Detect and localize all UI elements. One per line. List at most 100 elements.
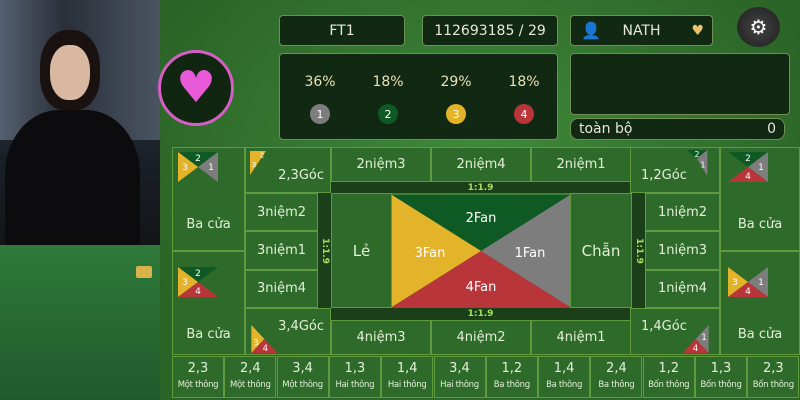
camera-icon[interactable] bbox=[136, 266, 152, 278]
fan-1-area[interactable] bbox=[481, 195, 570, 307]
two-point-cell[interactable]: 2niệm3 bbox=[331, 147, 431, 182]
combo-type: Một thông bbox=[177, 380, 219, 390]
ba-cua-cell-label: Ba cửa bbox=[737, 217, 783, 232]
fan-2-label: 2Fan bbox=[466, 211, 497, 226]
one-point-cell[interactable]: 1niệm2 bbox=[645, 193, 720, 232]
three-point-cell[interactable]: 3niệm1 bbox=[245, 231, 318, 270]
three-door-icon: 214 bbox=[728, 152, 768, 182]
fan-4-area[interactable] bbox=[392, 251, 570, 307]
fan-4-triangle bbox=[251, 339, 278, 353]
ba-cua-cell-label: Ba cửa bbox=[186, 217, 231, 232]
combo-bet-cell[interactable]: 2,3 Bốn thông bbox=[747, 356, 800, 398]
four-point-cell[interactable]: 4niệm3 bbox=[331, 320, 431, 355]
user-panel: 👤 NATH ♥ bbox=[570, 15, 713, 46]
fan-number: 1 bbox=[758, 278, 764, 288]
odd-cell-label: Lẻ bbox=[352, 241, 371, 260]
three-door-icon: 234 bbox=[178, 267, 218, 297]
corner-icon: 32 bbox=[250, 150, 266, 175]
combo-numbers: 2,3 bbox=[187, 361, 209, 376]
username: NATH bbox=[622, 22, 661, 39]
stat-number-chip: 3 bbox=[446, 104, 466, 124]
favorite-button[interactable]: ♥ bbox=[158, 50, 234, 126]
settings-button[interactable]: ⚙ bbox=[737, 7, 780, 47]
stat-percent: 18% bbox=[508, 74, 540, 90]
even-cell[interactable]: Chẵn bbox=[570, 193, 632, 308]
combo-bet-cell[interactable]: 1,2 Bốn thông bbox=[642, 356, 695, 398]
combo-type: Một thông bbox=[230, 380, 271, 390]
odds-label: 1:1.9 bbox=[467, 309, 494, 319]
combo-numbers: 3,4 bbox=[449, 361, 470, 376]
odds-bar: 1:1.9 bbox=[632, 193, 645, 308]
settings-coins-icon: ⚙ bbox=[749, 15, 768, 39]
fan-3-area[interactable] bbox=[392, 195, 481, 307]
round-id: 112693185 / 29 bbox=[422, 15, 558, 46]
fan-4-label: 4Fan bbox=[466, 280, 497, 295]
three-point-cell[interactable]: 3niệm4 bbox=[245, 269, 318, 308]
fan-number: 4 bbox=[693, 343, 698, 353]
combo-type: Một thông bbox=[282, 380, 323, 390]
three-door-icon: 1 34 bbox=[728, 267, 768, 297]
fan-number: 2 bbox=[195, 154, 201, 164]
fan-1-label: 1Fan bbox=[515, 246, 546, 261]
one-point-cell[interactable]: 1niệm3 bbox=[645, 231, 720, 270]
combo-bet-cell[interactable]: 1,4 Hai thông bbox=[381, 356, 434, 398]
one-point-cell[interactable]: 1niệm4 bbox=[645, 269, 720, 308]
user-icon: 👤 bbox=[581, 21, 601, 40]
combo-bet-cell[interactable]: 1,3 Hai thông bbox=[328, 356, 381, 398]
fan-1-triangle bbox=[748, 267, 768, 297]
odds-bar: 1:1.9 bbox=[331, 308, 630, 320]
odd-cell[interactable]: Lẻ bbox=[331, 193, 392, 308]
combo-bet-cell[interactable]: 2,4 Ba thông bbox=[590, 356, 643, 398]
two-point-cell[interactable]: 2niệm4 bbox=[431, 147, 531, 182]
fan-1-triangle bbox=[695, 325, 709, 353]
combo-bet-cell[interactable]: 3,4 Một thông bbox=[276, 356, 329, 398]
fan-number: 3 bbox=[732, 278, 738, 288]
live-dealer-video bbox=[0, 0, 160, 400]
combo-type: Hai thông bbox=[335, 380, 375, 390]
ba-cua-cell[interactable]: Ba cửa bbox=[720, 251, 800, 355]
fan-3-triangle bbox=[728, 267, 748, 297]
combo-bet-cell[interactable]: 1,3 Bốn thông bbox=[695, 356, 747, 398]
two-point-cell-label: 2niệm3 bbox=[356, 157, 406, 172]
combo-numbers: 1,3 bbox=[344, 361, 366, 376]
combo-type: Ba thông bbox=[546, 380, 583, 390]
four-point-cell[interactable]: 4niệm2 bbox=[431, 320, 531, 355]
fan-number: 3 bbox=[252, 160, 257, 169]
combo-bet-cell[interactable]: 2,4 Một thông bbox=[224, 356, 277, 398]
fan-number: 2 bbox=[195, 269, 201, 279]
one-point-cell-label: 1niệm2 bbox=[657, 204, 708, 220]
combo-bet-cell[interactable]: 1,2 Ba thông bbox=[485, 356, 538, 398]
odds-label: 1:1.9 bbox=[319, 237, 330, 264]
fan-number: 1 bbox=[701, 332, 706, 342]
combo-numbers: 1,4 bbox=[396, 361, 418, 376]
fan-3-triangle bbox=[178, 267, 198, 297]
fan-4-triangle bbox=[728, 282, 768, 297]
fan-number: 1 bbox=[208, 163, 214, 173]
dealer-body bbox=[5, 110, 140, 270]
three-point-cell-label: 3niệm2 bbox=[256, 204, 307, 220]
combo-type: Hai thông bbox=[440, 380, 479, 390]
even-cell-label: Chẵn bbox=[581, 241, 621, 260]
combo-type: Bốn thông bbox=[648, 380, 690, 390]
fan-2-area[interactable] bbox=[392, 195, 570, 251]
combo-bet-cell[interactable]: 1,4 Ba thông bbox=[538, 356, 591, 398]
four-point-cell-label: 4niệm2 bbox=[456, 330, 506, 345]
odds-bar: 1:1.9 bbox=[331, 182, 630, 193]
heart-icon[interactable]: ♥ bbox=[691, 22, 704, 39]
combo-bet-cell[interactable]: 3,4 Hai thông bbox=[433, 356, 486, 398]
ba-cua-cell-label: Ba cửa bbox=[186, 327, 231, 342]
odds-label: 1:1.9 bbox=[467, 182, 494, 193]
fan-2-triangle bbox=[178, 152, 218, 167]
four-point-cell-label: 4niệm3 bbox=[356, 330, 406, 345]
total-value: 0 bbox=[767, 121, 776, 137]
combo-type: Bốn thông bbox=[752, 380, 794, 390]
two-point-cell[interactable]: 2niệm1 bbox=[531, 147, 631, 182]
combo-numbers: 2,4 bbox=[239, 361, 261, 376]
three-point-cell[interactable]: 3niệm2 bbox=[245, 193, 318, 232]
combo-bet-cell[interactable]: 2,3 Một thông bbox=[172, 356, 224, 398]
stat-number-chip: 2 bbox=[378, 104, 398, 124]
four-point-cell-label: 4niệm1 bbox=[556, 330, 606, 345]
stat-number-chip: 1 bbox=[310, 104, 330, 124]
stat-number-chip: 4 bbox=[514, 104, 534, 124]
four-point-cell[interactable]: 4niệm1 bbox=[531, 320, 631, 355]
